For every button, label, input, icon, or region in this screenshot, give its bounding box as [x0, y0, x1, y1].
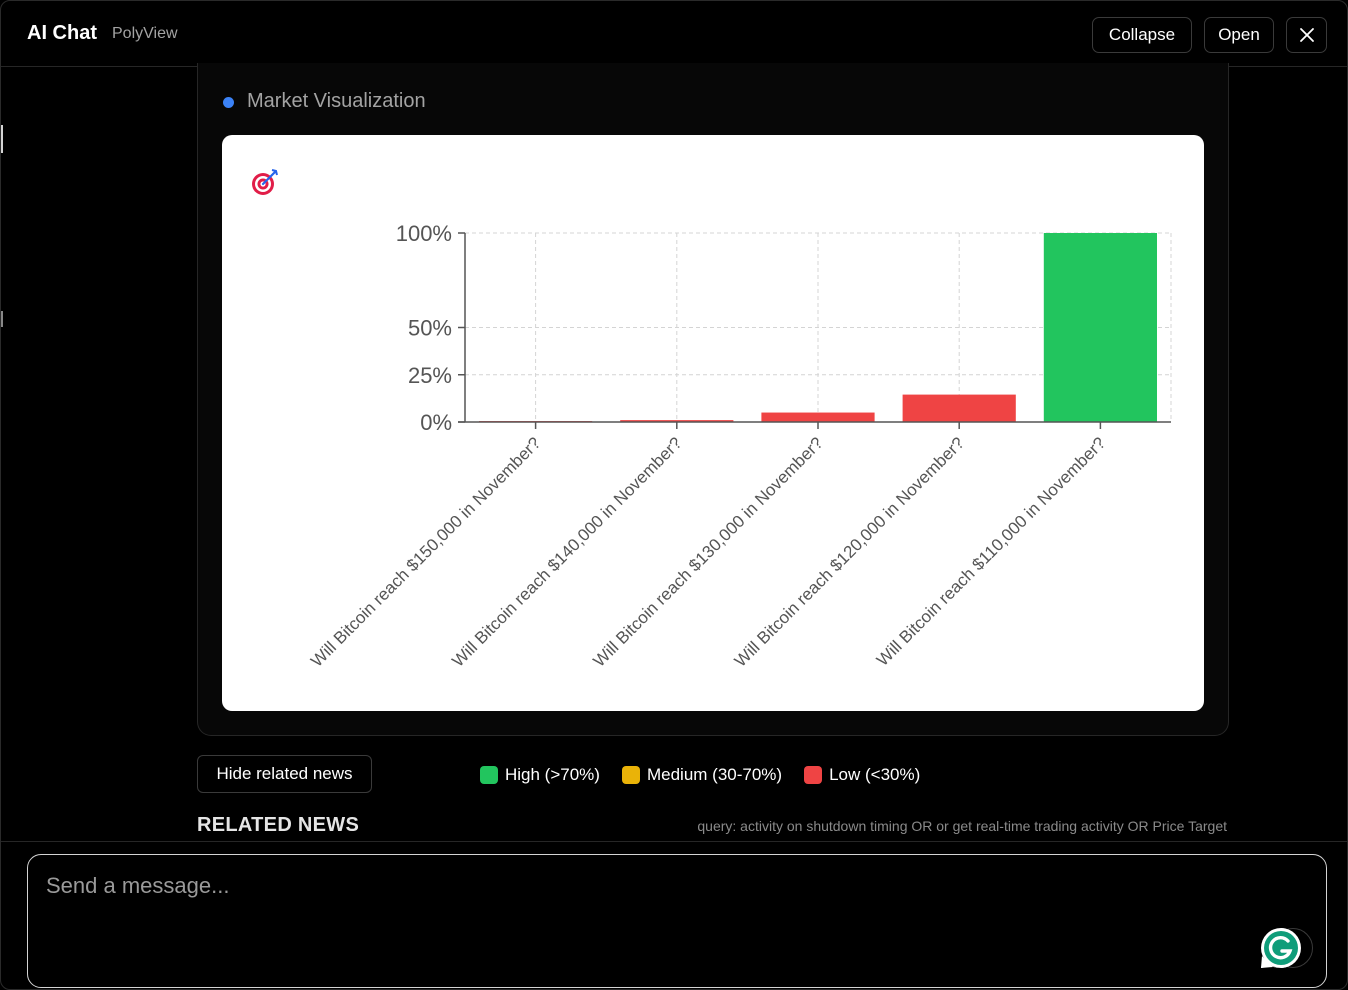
message-input[interactable]	[28, 855, 1326, 987]
close-button[interactable]	[1286, 17, 1327, 53]
chart-bar	[1043, 233, 1157, 422]
legend-item-low: Low (<30%)	[804, 765, 920, 785]
legend-item-high: High (>70%)	[480, 765, 600, 785]
legend-label: High (>70%)	[505, 765, 600, 784]
y-tick-label: 25%	[408, 363, 452, 388]
legend-label: Low (<30%)	[829, 765, 921, 784]
related-news-heading: RELATED NEWS	[197, 814, 360, 836]
chart-bar	[620, 420, 734, 422]
app-title: AI Chat	[27, 22, 97, 44]
bar-chart: 0% 25% 50% 100% Will Bitcoin reach $150,000 …	[307, 221, 1172, 671]
divider	[1, 841, 1347, 842]
x-tick-label: Will Bitcoin reach $120,000 in November?	[731, 433, 968, 670]
market-visualization-card: Market Visualization 0% 25% 50% 100% Will Bi…	[197, 63, 1229, 736]
scroll-edge-mark	[1, 125, 3, 153]
x-tick-label: Will Bitcoin reach $140,000 in November?	[448, 433, 685, 670]
status-dot	[223, 97, 234, 108]
chart-bar	[902, 394, 1016, 422]
x-tick-label: Will Bitcoin reach $110,000 in November?	[873, 433, 1109, 669]
x-tick-label: Will Bitcoin reach $150,000 in November?	[307, 433, 544, 670]
visualization-title: Market Visualization	[247, 90, 426, 112]
y-tick-label: 100%	[396, 221, 452, 246]
collapse-button[interactable]: Collapse	[1092, 17, 1192, 53]
open-button[interactable]: Open	[1204, 17, 1274, 53]
news-query-text: query: activity on shutdown timing OR or…	[697, 818, 1227, 834]
chart-legend: High (>70%) Medium (30-70%) Low (<30%)	[480, 764, 942, 786]
hide-related-news-button[interactable]: Hide related news	[197, 755, 372, 793]
close-icon	[1299, 28, 1314, 42]
y-tick-label: 50%	[408, 316, 452, 341]
legend-item-medium: Medium (30-70%)	[621, 765, 783, 785]
target-icon	[252, 169, 278, 195]
chat-header: AI Chat PolyView Collapse Open	[1, 1, 1347, 67]
x-tick-label: Will Bitcoin reach $130,000 in November?	[590, 433, 827, 670]
scroll-edge-mark	[1, 311, 3, 327]
legend-swatch	[804, 766, 823, 784]
y-tick-label: 0%	[420, 410, 452, 435]
app-subtitle: PolyView	[112, 25, 178, 42]
chart-bar	[761, 412, 875, 422]
message-composer	[27, 854, 1327, 988]
grammarly-icon[interactable]	[1259, 926, 1303, 970]
legend-swatch	[480, 766, 498, 784]
legend-label: Medium (30-70%)	[646, 765, 783, 784]
legend-swatch	[621, 766, 640, 784]
chart-panel: 0% 25% 50% 100% Will Bitcoin reach $150,000 …	[222, 135, 1204, 711]
